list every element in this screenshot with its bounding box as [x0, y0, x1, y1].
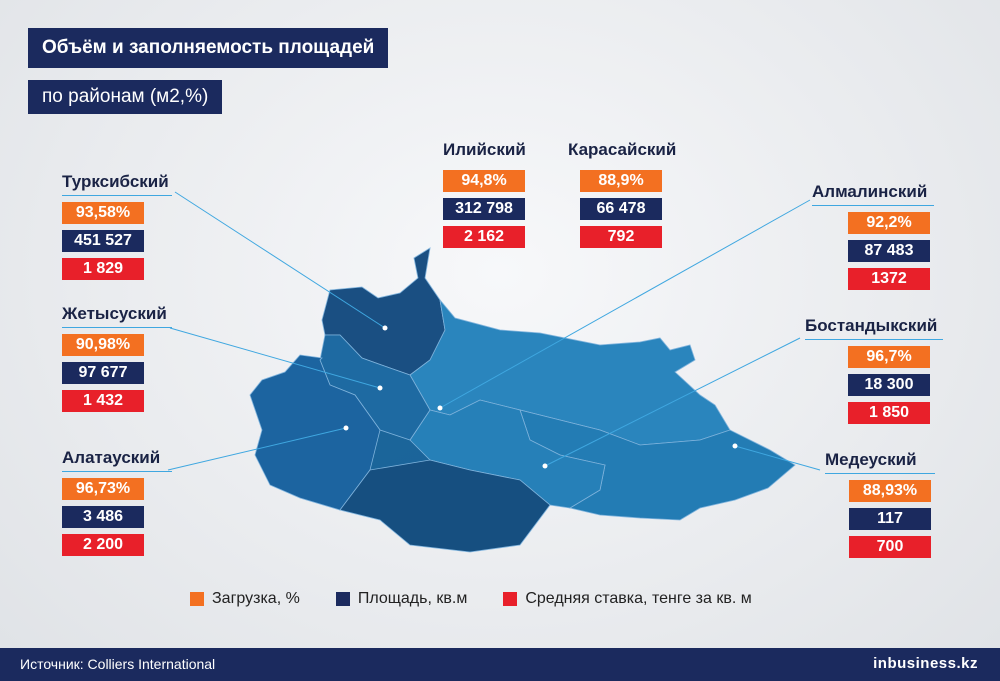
map-dots	[343, 325, 738, 469]
source-text: Источник: Colliers International	[20, 656, 216, 672]
rate-value: 1 850	[848, 402, 930, 424]
underline	[62, 195, 172, 196]
area-value: 18 300	[848, 374, 930, 396]
legend-label: Загрузка, %	[212, 590, 300, 607]
underline	[805, 339, 943, 340]
underline	[825, 473, 935, 474]
district-name: Алатауский	[62, 448, 161, 467]
underline	[62, 471, 172, 472]
area-value: 97 677	[62, 362, 144, 384]
area-value: 66 478	[580, 198, 662, 220]
rate-value: 2 200	[62, 534, 144, 556]
district-ili: Илийский 94,8% 312 798 2 162	[443, 140, 533, 248]
load-value: 96,7%	[848, 346, 930, 368]
page-subtitle: по районам (м2,%)	[28, 80, 223, 114]
district-alatau: Алатауский 96,73% 3 486 2 200	[62, 448, 172, 556]
load-value: 94,8%	[443, 170, 525, 192]
area-value: 87 483	[848, 240, 930, 262]
inbusiness-logo: inbusiness.kz	[873, 655, 978, 672]
legend-item-rate: Средняя ставка, тенге за кв. м	[503, 590, 752, 608]
leader-lines	[167, 191, 821, 471]
legend-label: Средняя ставка, тенге за кв. м	[525, 590, 752, 607]
district-name: Алмалинский	[812, 182, 928, 201]
load-value: 93,58%	[62, 202, 144, 224]
district-bostandyk: Бостандыкский 96,7% 18 300 1 850	[805, 316, 943, 424]
underline	[62, 327, 172, 328]
area-value: 3 486	[62, 506, 144, 528]
district-name: Илийский	[443, 140, 526, 159]
navy-square-icon	[335, 592, 350, 606]
legend-item-load: Загрузка, %	[190, 590, 300, 608]
district-name: Турксибский	[62, 172, 169, 191]
southern-region	[339, 459, 551, 553]
district-turksib: Турксибский 93,58% 451 527 1 829	[62, 172, 172, 280]
load-value: 88,9%	[580, 170, 662, 192]
district-name: Карасайский	[568, 140, 677, 159]
rate-value: 1 432	[62, 390, 144, 412]
legend-item-area: Площадь, кв.м	[335, 590, 468, 608]
district-almaly: Алмалинский 92,2% 87 483 1372	[812, 182, 934, 290]
district-name: Бостандыкский	[805, 316, 938, 335]
district-zhetysu: Жетысуский 90,98% 97 677 1 432	[62, 304, 172, 412]
load-value: 96,73%	[62, 478, 144, 500]
rate-value: 2 162	[443, 226, 525, 248]
load-value: 92,2%	[848, 212, 930, 234]
area-value: 312 798	[443, 198, 525, 220]
rate-value: 792	[580, 226, 662, 248]
district-karasai: Карасайский 88,9% 66 478 792	[568, 140, 678, 248]
underline	[812, 205, 934, 206]
rate-value: 1 829	[62, 258, 144, 280]
district-name: Жетысуский	[62, 304, 167, 323]
area-value: 451 527	[62, 230, 144, 252]
legend: Загрузка, % Площадь, кв.м Средняя ставка…	[190, 590, 752, 608]
district-name: Медеуский	[825, 450, 917, 469]
orange-square-icon	[190, 592, 204, 606]
legend-label: Площадь, кв.м	[357, 590, 468, 607]
red-square-icon	[503, 592, 518, 606]
footer: Источник: Colliers International inbusin…	[0, 648, 1000, 681]
district-medeu: Медеуский 88,93% 117 700	[825, 450, 935, 558]
rate-value: 700	[849, 536, 931, 558]
load-value: 90,98%	[62, 334, 144, 356]
rate-value: 1372	[848, 268, 930, 290]
load-value: 88,93%	[849, 480, 931, 502]
page-title: Объём и заполняемость площадей	[28, 28, 389, 68]
area-value: 117	[849, 508, 931, 530]
